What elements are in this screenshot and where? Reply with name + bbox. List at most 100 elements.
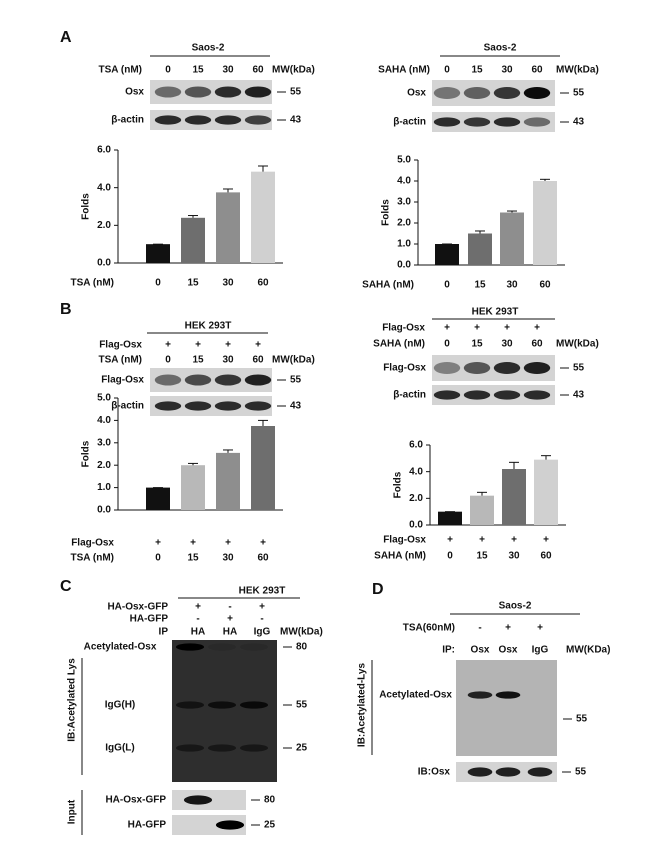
- mw-label: 43: [573, 117, 585, 128]
- band: [433, 117, 461, 127]
- x-tick-label: 15: [476, 551, 488, 562]
- mw-label: 80: [296, 642, 308, 653]
- band-label: Osx: [125, 87, 144, 98]
- bar: [181, 465, 205, 510]
- lane-label: +: [474, 323, 480, 334]
- mw-label: 55: [573, 363, 585, 374]
- band: [184, 86, 212, 98]
- band: [463, 87, 491, 99]
- band: [183, 795, 213, 805]
- band: [214, 401, 242, 411]
- y-tick-label: 1.0: [97, 482, 111, 493]
- band: [215, 820, 245, 830]
- band-label: Osx: [407, 88, 426, 99]
- panel-label: C: [60, 578, 72, 595]
- bar: [470, 495, 494, 525]
- band: [154, 374, 182, 386]
- band: [433, 362, 461, 374]
- mw-label: 43: [290, 115, 302, 126]
- row-label: Flag-Osx: [382, 323, 425, 334]
- mw-header: MW(kDa): [272, 355, 315, 366]
- mw-label: 55: [573, 88, 585, 99]
- x-tick-label: 0: [447, 551, 453, 562]
- y-tick-label: 2.0: [397, 218, 411, 229]
- x-tick-label: 0: [155, 553, 161, 564]
- lane-label: 30: [222, 65, 234, 76]
- lane-label: HA: [191, 627, 205, 638]
- x-tick-label: 30: [222, 553, 234, 564]
- band: [214, 86, 242, 98]
- blot-title: Saos-2: [484, 43, 517, 54]
- bar: [438, 511, 462, 525]
- mw-label: 43: [290, 401, 302, 412]
- bar: [216, 192, 240, 263]
- x-tick-label: 60: [539, 280, 551, 291]
- lane-label: HA: [223, 627, 237, 638]
- lane-label: +: [259, 602, 265, 613]
- lane-label: +: [225, 340, 231, 351]
- band-label: HA-Osx-GFP: [105, 795, 166, 806]
- lane-label: -: [478, 623, 481, 634]
- bar: [502, 469, 526, 525]
- y-tick-label: 0.0: [97, 505, 111, 516]
- x-row-value: +: [155, 538, 161, 549]
- band: [433, 390, 461, 400]
- band: [184, 374, 212, 386]
- band: [463, 117, 491, 127]
- lane-label: -: [260, 614, 263, 625]
- band: [523, 87, 551, 99]
- x-axis-label: TSA (nM): [70, 278, 114, 289]
- mw-label: 43: [573, 390, 585, 401]
- bar: [251, 426, 275, 510]
- band-label: β-actin: [393, 390, 426, 401]
- row-label: IP: [159, 627, 169, 638]
- y-tick-label: 3.0: [397, 197, 411, 208]
- panel-label: D: [372, 581, 384, 598]
- x-tick-label: 30: [508, 551, 520, 562]
- row-label: TSA (nM): [98, 65, 142, 76]
- blot-title: HEK 293T: [472, 307, 519, 318]
- blot: [432, 112, 555, 132]
- band: [207, 643, 237, 651]
- band-label: β-actin: [111, 115, 144, 126]
- lane-label: 30: [501, 339, 513, 350]
- x-row-value: +: [225, 538, 231, 549]
- y-tick-label: 0.0: [97, 258, 111, 269]
- band: [175, 701, 205, 709]
- x-tick-label: 15: [187, 278, 199, 289]
- lane-label: +: [444, 323, 450, 334]
- lane-label: 0: [444, 339, 450, 350]
- y-tick-label: 1.0: [397, 239, 411, 250]
- band: [523, 362, 551, 374]
- band: [239, 701, 269, 709]
- y-axis-label: Folds: [81, 440, 92, 467]
- blot: [456, 660, 557, 756]
- x-axis-label: SAHA (nM): [362, 280, 414, 291]
- band: [463, 362, 491, 374]
- mw-label: 55: [290, 87, 302, 98]
- row-label: IP:: [442, 645, 455, 656]
- lane-label: Osx: [471, 645, 490, 656]
- y-tick-label: 5.0: [97, 393, 111, 404]
- x-tick-label: 15: [474, 280, 486, 291]
- bar: [468, 233, 492, 265]
- lane-label: +: [195, 340, 201, 351]
- band: [495, 691, 521, 699]
- band-label: β-actin: [393, 117, 426, 128]
- lane-label: Osx: [499, 645, 518, 656]
- band: [493, 390, 521, 400]
- x-row-value: +: [479, 535, 485, 546]
- mw-label: 55: [576, 714, 588, 725]
- band: [244, 115, 272, 125]
- lane-label: 0: [444, 65, 450, 76]
- mw-header: MW(kDa): [272, 65, 315, 76]
- lane-label: +: [537, 623, 543, 634]
- mw-header: MW(kDa): [556, 339, 599, 350]
- y-tick-label: 2.0: [97, 220, 111, 231]
- y-tick-label: 0.0: [409, 520, 423, 531]
- y-tick-label: 2.0: [97, 460, 111, 471]
- x-tick-label: 30: [506, 280, 518, 291]
- lane-label: +: [227, 614, 233, 625]
- lane-label: 60: [531, 339, 543, 350]
- lane-label: +: [255, 340, 261, 351]
